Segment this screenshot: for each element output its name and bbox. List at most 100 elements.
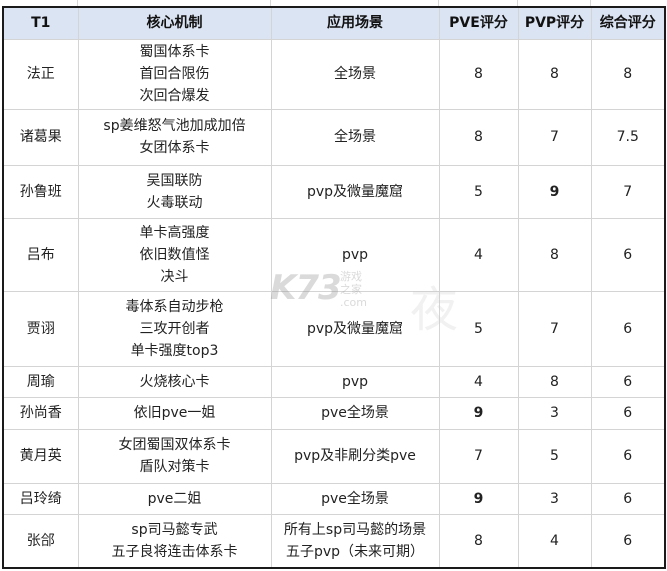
card-name: 张郃: [26, 532, 55, 549]
overall-score: 7.5: [616, 129, 639, 145]
mechanic-line: 女团蜀国双体系卡: [118, 437, 231, 453]
mechanic-line: 首回合限伤: [139, 66, 210, 82]
scene-line: pvp及微量魔窟: [306, 183, 404, 200]
pvp-score-cell: 3: [517, 482, 592, 515]
mechanic-line: 女团体系卡: [139, 140, 210, 156]
pve-score: 8: [474, 66, 483, 82]
header-tier: T1: [2, 6, 79, 40]
mechanic-line: 火烧核心卡: [139, 373, 210, 390]
pve-score-cell: 9: [438, 396, 519, 430]
card-name-cell: 吕布: [2, 217, 79, 292]
scene-cell: pvp及微量魔窟: [270, 164, 440, 219]
overall-score: 6: [623, 320, 633, 337]
mechanics-cell: 依旧pve一姐: [77, 396, 272, 430]
overall-score: 6: [623, 405, 633, 421]
card-name: 法正: [26, 66, 55, 82]
pvp-score-cell: 8: [517, 217, 592, 292]
table-row: 贾诩 毒体系自动步枪 三攻开创者 单卡强度top3 pvp及微量魔窟 5 7 6: [2, 290, 666, 367]
pvp-score-cell: 9: [517, 164, 592, 219]
scene-line: 全场景: [334, 66, 376, 82]
mechanics-cell: 单卡高强度 依旧数值怪 决斗: [77, 217, 272, 292]
pvp-score: 8: [550, 246, 559, 263]
mechanics-cell: sp姜维怒气池加成加倍 女团体系卡: [77, 108, 272, 166]
mechanic-line: 决斗: [160, 268, 189, 285]
pvp-score: 5: [550, 448, 559, 464]
ranking-table: T1 核心机制 应用场景 PVE评分 PVP评分 综合评分 法正 蜀国体系卡 首回合…: [2, 6, 666, 569]
mechanics-cell: pve二姐: [77, 482, 272, 515]
pvp-score: 7: [550, 129, 559, 145]
scene-cell: 所有上sp司马懿的场景 五子pvp（未来可期）: [270, 513, 440, 569]
card-name-cell: 黄月英: [2, 428, 79, 484]
overall-score-cell: 6: [590, 290, 666, 367]
pve-score-cell: 4: [438, 365, 519, 398]
header-row: T1 核心机制 应用场景 PVE评分 PVP评分 综合评分: [2, 6, 666, 40]
overall-score: 6: [623, 246, 633, 263]
scene-cell: pvp及微量魔窟: [270, 290, 440, 367]
pvp-score: 8: [550, 66, 559, 82]
card-name-cell: 吕玲绮: [2, 482, 79, 515]
pvp-score-cell: 3: [517, 396, 592, 430]
mechanics-cell: 女团蜀国双体系卡 盾队对策卡: [77, 428, 272, 484]
overall-score-cell: 6: [590, 365, 666, 398]
card-name-cell: 贾诩: [2, 290, 79, 367]
overall-score: 6: [623, 373, 633, 390]
table-row: 法正 蜀国体系卡 首回合限伤 次回合爆发 全场景 8 8 8: [2, 38, 666, 110]
card-name: 吕布: [26, 246, 55, 263]
header-pve: PVE评分: [438, 6, 519, 40]
scene-line: 五子pvp（未来可期）: [285, 543, 425, 560]
overall-score: 7: [623, 183, 633, 200]
overall-score-cell: 6: [590, 217, 666, 292]
overall-score-cell: 7.5: [590, 108, 666, 166]
pve-score: 5: [474, 183, 483, 200]
card-name-cell: 孙鲁班: [2, 164, 79, 219]
pvp-score-cell: 7: [517, 108, 592, 166]
header-overall: 综合评分: [590, 6, 666, 40]
pve-score: 7: [474, 448, 483, 464]
overall-score: 6: [623, 448, 633, 464]
card-name-cell: 张郃: [2, 513, 79, 569]
pvp-score: 9: [549, 183, 560, 200]
mechanic-line: 单卡高强度: [139, 224, 210, 241]
pve-score: 4: [474, 373, 483, 390]
pve-score: 4: [474, 246, 483, 263]
table-row: 吕玲绮 pve二姐 pve全场景 9 3 6: [2, 482, 666, 515]
overall-score-cell: 8: [590, 38, 666, 110]
header-mechanics: 核心机制: [77, 6, 272, 40]
mechanic-line: sp姜维怒气池加成加倍: [103, 118, 246, 134]
scene-line: 全场景: [334, 129, 376, 145]
scene-line: pve全场景: [321, 405, 389, 421]
mechanic-line: 五子良将连击体系卡: [111, 543, 238, 560]
pvp-score-cell: 5: [517, 428, 592, 484]
overall-score-cell: 6: [590, 513, 666, 569]
card-name: 黄月英: [19, 448, 62, 464]
card-name: 周瑜: [26, 373, 55, 390]
mechanics-cell: 火烧核心卡: [77, 365, 272, 398]
table-row: 孙鲁班 吴国联防 火毒联动 pvp及微量魔窟 5 9 7: [2, 164, 666, 219]
card-name-cell: 诸葛果: [2, 108, 79, 166]
mechanics-cell: 毒体系自动步枪 三攻开创者 单卡强度top3: [77, 290, 272, 367]
mechanic-line: 三攻开创者: [139, 320, 210, 337]
mechanic-line: 依旧pve一姐: [133, 405, 216, 421]
mechanics-cell: 蜀国体系卡 首回合限伤 次回合爆发: [77, 38, 272, 110]
mechanic-line: 次回合爆发: [139, 88, 210, 104]
scene-line: pvp及微量魔窟: [306, 320, 404, 337]
card-name-cell: 周瑜: [2, 365, 79, 398]
pve-score: 8: [474, 532, 483, 549]
scene-cell: pvp: [270, 217, 440, 292]
overall-score-cell: 7: [590, 164, 666, 219]
scene-line: pvp及非刷分类pve: [294, 448, 416, 464]
mechanics-cell: 吴国联防 火毒联动: [77, 164, 272, 219]
scene-line: pvp: [341, 246, 369, 263]
card-name: 诸葛果: [19, 129, 62, 145]
table-row: 孙尚香 依旧pve一姐 pve全场景 9 3 6: [2, 396, 666, 430]
scene-cell: pvp及非刷分类pve: [270, 428, 440, 484]
card-name: 孙尚香: [19, 405, 62, 421]
pve-score: 9: [473, 405, 484, 421]
scene-cell: 全场景: [270, 108, 440, 166]
mechanic-line: pve二姐: [147, 490, 202, 507]
overall-score: 6: [623, 532, 633, 549]
mechanic-line: 盾队对策卡: [139, 459, 210, 475]
pvp-score: 7: [550, 320, 559, 337]
pvp-score-cell: 8: [517, 38, 592, 110]
pvp-score: 8: [550, 373, 559, 390]
